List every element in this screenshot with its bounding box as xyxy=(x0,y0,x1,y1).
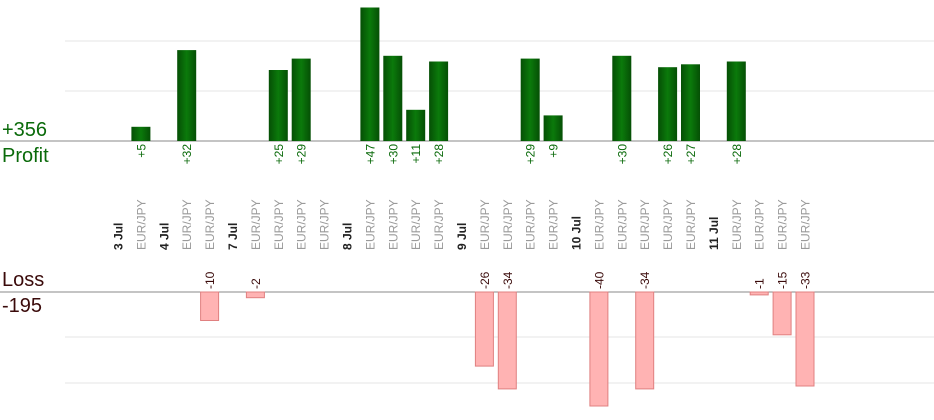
profit-value-label: +11 xyxy=(409,144,423,164)
date-label: 9 Jul xyxy=(455,223,469,250)
pair-label: EUR/JPY xyxy=(799,199,813,250)
loss-bar xyxy=(772,291,792,336)
profit-value-label: +30 xyxy=(386,144,400,165)
date-label: 10 Jul xyxy=(570,216,584,250)
loss-bar xyxy=(795,291,815,387)
loss-bar xyxy=(200,291,220,321)
profit-value-label: +28 xyxy=(432,144,446,165)
loss-value-label: -40 xyxy=(592,271,606,289)
pair-label: EUR/JPY xyxy=(478,199,492,250)
profit-total: +356 xyxy=(2,119,48,141)
loss-bar xyxy=(635,291,655,390)
loss-value-label: -15 xyxy=(776,271,790,289)
pair-label: EUR/JPY xyxy=(661,199,675,250)
profit-bar xyxy=(520,58,540,141)
loss-bar xyxy=(749,291,769,296)
pair-label: EUR/JPY xyxy=(524,199,538,250)
date-label: 4 Jul xyxy=(157,223,171,250)
pair-label: EUR/JPY xyxy=(730,199,744,250)
profit-bar xyxy=(291,58,311,141)
loss-value-label: -33 xyxy=(799,271,813,289)
pair-label: EUR/JPY xyxy=(249,199,263,250)
date-label: 8 Jul xyxy=(341,223,355,250)
profit-value-label: +47 xyxy=(363,144,377,165)
profit-bar xyxy=(429,61,449,141)
pair-label: EUR/JPY xyxy=(318,199,332,250)
profit-bar xyxy=(268,70,288,141)
pair-label: EUR/JPY xyxy=(432,199,446,250)
profit-bar xyxy=(612,55,632,141)
loss-label: Loss xyxy=(2,269,45,291)
profit-bar xyxy=(681,64,700,141)
pair-label: EUR/JPY xyxy=(592,199,606,250)
date-label: 3 Jul xyxy=(112,223,126,250)
profit-bar xyxy=(658,67,678,141)
pair-label: EUR/JPY xyxy=(386,199,400,250)
profit-value-label: +9 xyxy=(547,144,561,158)
pair-label: EUR/JPY xyxy=(180,199,194,250)
profit-value-label: +25 xyxy=(272,144,286,165)
profit-bar xyxy=(383,55,403,141)
date-label: 11 Jul xyxy=(707,217,721,250)
profit-bar xyxy=(543,115,563,141)
pair-label: EUR/JPY xyxy=(684,199,698,250)
loss-total: -195 xyxy=(2,295,43,317)
pair-label: EUR/JPY xyxy=(363,199,377,250)
profit-value-label: +26 xyxy=(661,144,675,165)
loss-value-label: -10 xyxy=(203,271,217,289)
pair-label: EUR/JPY xyxy=(272,199,286,250)
profit-bar xyxy=(726,61,746,141)
pair-label: EUR/JPY xyxy=(638,199,652,250)
profit-value-label: +5 xyxy=(134,144,148,158)
loss-value-label: -2 xyxy=(249,278,263,289)
pair-label: EUR/JPY xyxy=(501,199,515,250)
loss-bar xyxy=(589,291,609,407)
pair-label: EUR/JPY xyxy=(547,199,561,250)
pair-label: EUR/JPY xyxy=(134,199,148,250)
pair-label: EUR/JPY xyxy=(776,199,790,250)
profit-bar xyxy=(360,7,380,141)
pair-label: EUR/JPY xyxy=(203,199,217,250)
pair-label: EUR/JPY xyxy=(409,199,423,250)
profit-value-label: +28 xyxy=(730,144,744,165)
loss-bar xyxy=(245,291,265,299)
loss-value-label: -34 xyxy=(638,271,652,289)
profit-value-label: +27 xyxy=(684,144,698,165)
profit-value-label: +29 xyxy=(295,144,309,165)
profit-bar xyxy=(406,109,426,141)
date-label: 7 Jul xyxy=(226,223,240,250)
profit-bar xyxy=(131,126,151,141)
profit-bar xyxy=(177,50,197,141)
pair-label: EUR/JPY xyxy=(615,199,629,250)
loss-bar xyxy=(497,291,517,390)
pair-label: EUR/JPY xyxy=(295,199,309,250)
profit-value-label: +32 xyxy=(180,144,194,165)
loss-bar xyxy=(474,291,494,367)
profit-value-label: +30 xyxy=(615,144,629,165)
loss-value-label: -1 xyxy=(753,278,767,289)
profit-value-label: +29 xyxy=(524,144,538,165)
profit-label: Profit xyxy=(2,145,49,167)
loss-value-label: -26 xyxy=(478,271,492,289)
loss-value-label: -34 xyxy=(501,271,515,289)
pair-label: EUR/JPY xyxy=(753,199,767,250)
